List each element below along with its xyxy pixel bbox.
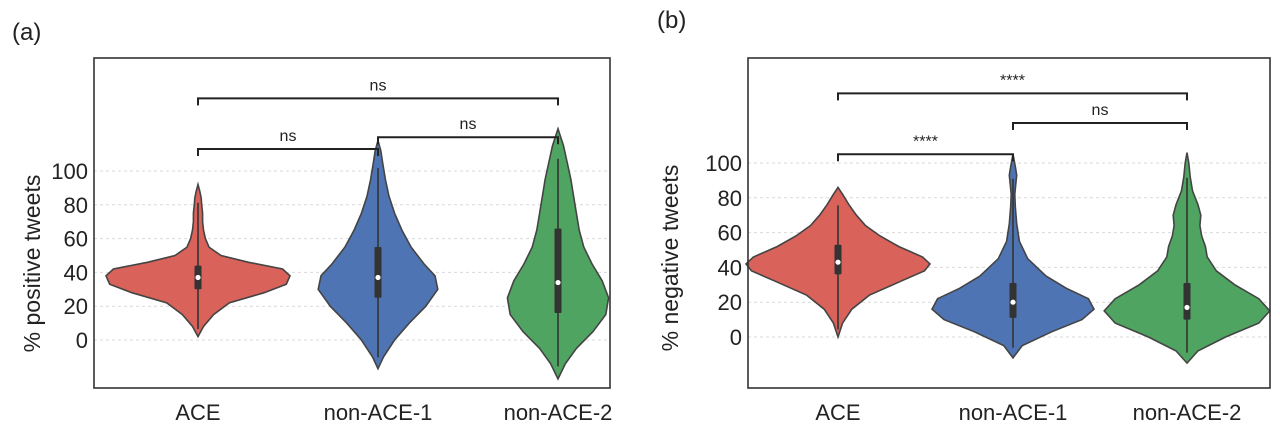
y-tick-label: 40	[718, 255, 742, 280]
significance-label: ns	[280, 128, 297, 145]
y-tick-label: 0	[76, 328, 88, 353]
chart-panel-a: 0 20 40 60 80 100% positive tweets ACE non-ACE-…	[12, 19, 612, 425]
significance-label: ns	[460, 116, 477, 133]
y-tick-label: 0	[730, 325, 742, 350]
y-tick-label: 80	[718, 186, 742, 211]
x-category-label: ACE	[815, 400, 860, 425]
x-category-label: ACE	[175, 400, 220, 425]
violin-iqr-box	[374, 247, 382, 298]
significance-bracket	[837, 92, 1188, 101]
x-category-label: non-ACE-2	[1133, 400, 1242, 425]
violin-median-marker	[1010, 299, 1016, 305]
panel-label: (b)	[657, 7, 686, 34]
panel-label: (a)	[12, 19, 41, 46]
chart-panel-b: 0 20 40 60 80 100 % negative tweets ACE non-ACE-…	[657, 7, 1271, 425]
y-tick-label: 40	[64, 260, 88, 285]
y-tick-label: 100	[705, 151, 742, 176]
significance-bracket	[197, 148, 379, 157]
violin-median-marker	[555, 279, 561, 286]
violin-iqr-box	[834, 244, 842, 275]
plot-frame	[747, 57, 1271, 389]
violin-median-marker	[1184, 304, 1190, 311]
y-tick-label: 100	[51, 159, 88, 184]
violin-median-marker	[195, 274, 201, 281]
y-tick-label: 60	[718, 221, 742, 246]
x-category-label: non-ACE-1	[324, 400, 433, 425]
significance-label: ****	[913, 133, 938, 150]
y-tick-label: 20	[718, 290, 742, 315]
y-tick-label: 20	[64, 294, 88, 319]
y-axis-label: % negative tweets	[657, 165, 683, 352]
significance-label: ns	[370, 77, 387, 94]
violin-iqr-box	[1183, 283, 1191, 320]
y-tick-label: 80	[64, 193, 88, 218]
significance-bracket	[377, 136, 559, 145]
violin-median-marker	[375, 274, 381, 281]
significance-label: ****	[1000, 72, 1025, 89]
y-axis-label: % positive tweets	[19, 175, 45, 353]
x-category-label: non-ACE-2	[504, 400, 613, 425]
significance-label: ns	[1092, 102, 1109, 119]
significance-bracket	[1012, 121, 1188, 130]
significance-bracket	[197, 97, 559, 106]
plot-frame	[93, 57, 611, 389]
violin-iqr-box	[554, 228, 562, 313]
significance-bracket	[837, 153, 1014, 162]
violin-median-marker	[835, 259, 841, 265]
y-tick-label: 60	[64, 227, 88, 252]
x-category-label: non-ACE-1	[959, 400, 1068, 425]
